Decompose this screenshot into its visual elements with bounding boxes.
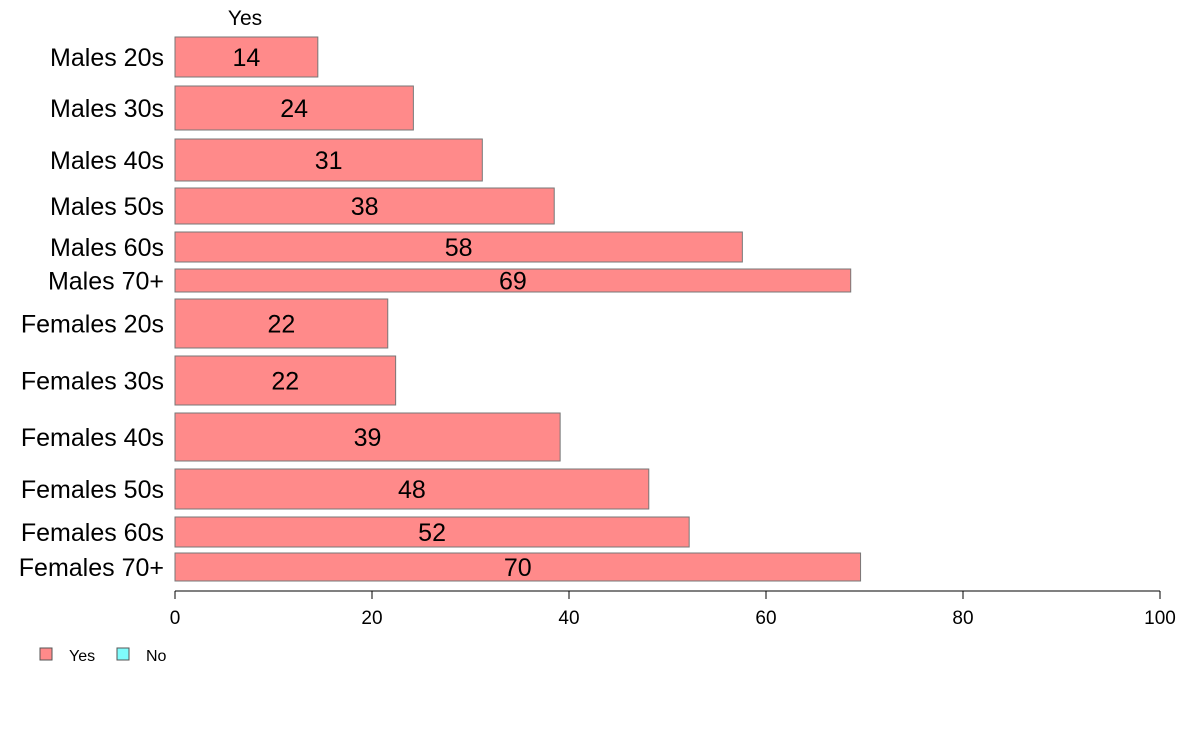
data-label: 39 <box>354 424 382 452</box>
legend: Yes No <box>39 647 167 665</box>
bars-layer: Males 20s 14 Males 30s 24 Males 40s 31 Males 5… <box>19 36 862 582</box>
bar <box>174 516 690 548</box>
data-label: 70 <box>504 554 532 582</box>
data-label: 24 <box>280 95 308 123</box>
category-label: Females 40s <box>21 424 164 452</box>
data-label: 38 <box>351 193 379 221</box>
legend-label: No <box>146 648 167 665</box>
category-label: Males 70+ <box>48 268 164 296</box>
legend-swatch <box>39 647 53 661</box>
category-label: Males 50s <box>50 193 164 221</box>
bar <box>174 468 650 510</box>
bar <box>174 138 483 182</box>
category-label: Males 40s <box>50 147 164 175</box>
data-label: 52 <box>418 519 446 547</box>
category-label: Females 20s <box>21 311 164 339</box>
category-label: Males 60s <box>50 234 164 262</box>
bar <box>174 355 397 406</box>
bar <box>174 552 862 582</box>
x-tick-label: 0 <box>170 608 181 629</box>
legend-swatch <box>116 647 130 661</box>
bar <box>174 187 555 225</box>
bar <box>174 412 561 462</box>
x-tick-label: 40 <box>558 608 579 629</box>
category-label: Males 30s <box>50 95 164 123</box>
x-tick-label: 20 <box>361 608 382 629</box>
x-tick-label: 100 <box>1144 608 1176 629</box>
x-tick-label: 60 <box>755 608 776 629</box>
category-label: Females 50s <box>21 476 164 504</box>
data-label: 69 <box>499 268 527 296</box>
data-label: 14 <box>233 44 261 72</box>
bar <box>174 85 414 131</box>
legend-label: Yes <box>69 648 95 665</box>
category-label: Males 20s <box>50 44 164 72</box>
x-tick-label: 80 <box>952 608 973 629</box>
data-label: 48 <box>398 476 426 504</box>
bar <box>174 36 319 78</box>
bar <box>174 231 743 263</box>
data-label: 58 <box>445 234 473 262</box>
category-label: Females 60s <box>21 519 164 547</box>
x-axis: 0 20 40 60 80 100 <box>170 590 1176 629</box>
column-header: Yes <box>228 7 262 30</box>
category-label: Females 70+ <box>19 554 164 582</box>
data-label: 22 <box>267 311 295 339</box>
data-label: 22 <box>271 368 299 396</box>
category-label: Females 30s <box>21 368 164 396</box>
bar <box>174 268 852 293</box>
data-label: 31 <box>315 147 343 175</box>
bar <box>174 298 389 349</box>
